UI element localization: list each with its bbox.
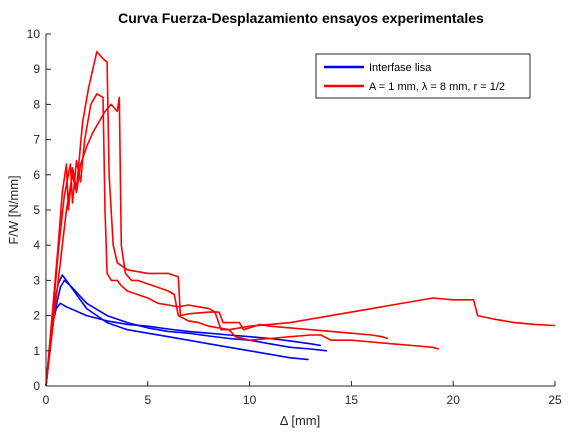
- y-tick-label: 10: [27, 27, 41, 41]
- ticks-layer: 0 5 10 15 20 25 0 1 2 3 4 5 6 7 8 9 10: [27, 27, 562, 407]
- x-tick-label: 25: [548, 393, 562, 407]
- x-axis-title: Δ [mm]: [280, 413, 320, 428]
- y-tick-label: 9: [33, 62, 40, 76]
- legend-label-ondulada: A = 1 mm, λ = 8 mm, r = 1/2: [369, 81, 505, 93]
- legend: Interfase lisa A = 1 mm, λ = 8 mm, r = 1…: [315, 53, 531, 99]
- series-1-curve-0: [45, 50, 389, 387]
- y-tick-label: 3: [33, 273, 40, 287]
- chart-title: Curva Fuerza-Desplazamiento ensayos expe…: [118, 10, 484, 26]
- y-tick-label: 1: [33, 344, 40, 358]
- y-tick-label: 4: [33, 238, 40, 252]
- x-tick-label: 15: [345, 393, 359, 407]
- y-tick-label: 6: [33, 168, 40, 182]
- y-tick-label: 5: [33, 203, 40, 217]
- x-tick-label: 10: [243, 393, 257, 407]
- y-tick-label: 8: [33, 97, 40, 111]
- series-0-curve-2: [45, 279, 328, 387]
- series-layer: [45, 50, 556, 387]
- x-tick-label: 5: [144, 393, 151, 407]
- legend-label-interfase: Interfase lisa: [369, 62, 432, 74]
- y-tick-label: 2: [33, 309, 40, 323]
- legend-box: [315, 53, 531, 99]
- y-tick-label: 7: [33, 133, 40, 147]
- x-tick-label: 20: [447, 393, 461, 407]
- x-tick-label: 0: [43, 393, 50, 407]
- series-1-curve-2: [45, 96, 440, 387]
- y-axis-title: F/W [N/mm]: [6, 175, 21, 244]
- y-tick-label: 0: [33, 379, 40, 393]
